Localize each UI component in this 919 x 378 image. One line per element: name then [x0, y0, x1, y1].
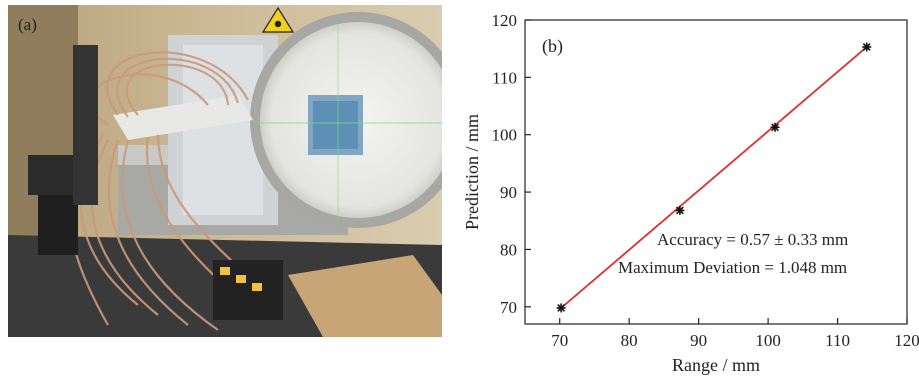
data-point: [862, 42, 872, 52]
annotation-accuracy: Accuracy = 0.57 ± 0.33 mm: [657, 230, 848, 249]
plot-frame: [524, 19, 908, 325]
data-point: [556, 303, 566, 313]
radiation-warning-icon: [261, 6, 295, 33]
fit-line-layer: [560, 46, 868, 309]
x-tick-label: 90: [690, 331, 707, 350]
y-tick-label: 110: [492, 68, 517, 87]
fit-line: [560, 46, 868, 309]
x-tick-label: 70: [551, 331, 568, 350]
x-tick-label: 110: [825, 331, 850, 350]
x-axis-ticks: 70 80 90 100 110 120: [551, 318, 919, 350]
panel-label-b: (b): [542, 36, 563, 57]
setup-photo: (a): [8, 5, 442, 337]
x-tick-label: 120: [894, 331, 919, 350]
data-point: [770, 122, 780, 132]
y-axis-label: Prediction / mm: [462, 114, 482, 230]
y-tick-label: 80: [500, 240, 517, 259]
y-tick-label: 90: [500, 183, 517, 202]
y-tick-label: 70: [500, 298, 517, 317]
x-axis-label: Range / mm: [672, 355, 760, 375]
annotation-max-deviation: Maximum Deviation = 1.048 mm: [618, 258, 847, 277]
x-tick-label: 100: [755, 331, 781, 350]
data-point: [675, 205, 685, 215]
accuracy-chart: 70 80 90 100 110 120 70 80 90 100 110 120 (b) Accu…: [462, 11, 919, 375]
panel-label-a: (a): [18, 15, 37, 34]
data-points-layer: [556, 42, 872, 313]
x-tick-label: 80: [621, 331, 638, 350]
y-axis-ticks: 70 80 90 100 110 120: [492, 11, 531, 317]
y-tick-label: 120: [492, 11, 518, 30]
y-tick-label: 100: [492, 126, 518, 145]
